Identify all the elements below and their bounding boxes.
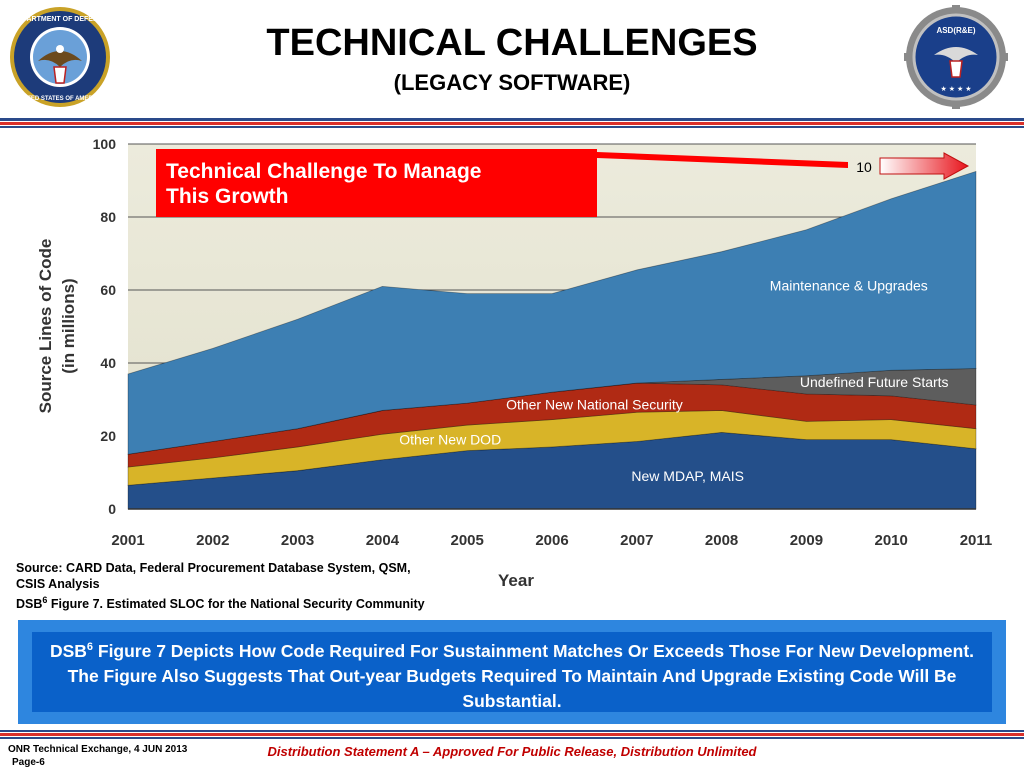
growth-arrow-label: 10	[856, 159, 872, 175]
asdirae-seal-icon: ASD(R&E) ★ ★ ★ ★	[904, 5, 1008, 109]
x-tick-label: 2001	[111, 532, 144, 549]
series-label: Other New National Security	[506, 397, 683, 413]
svg-text:UNITED STATES OF AMERICA: UNITED STATES OF AMERICA	[17, 96, 104, 102]
source-line-2: CSIS Analysis	[16, 577, 100, 591]
page-title: TECHNICAL CHALLENGES	[266, 22, 758, 64]
header-stripe-red	[0, 122, 1024, 125]
x-tick-label: 2007	[620, 532, 653, 549]
y-tick-label: 20	[100, 428, 116, 444]
y-tick-label: 60	[100, 282, 116, 298]
x-tick-label: 2011	[960, 532, 993, 549]
header-stripe-blue-top	[0, 118, 1024, 121]
y-axis-unit: (in millions)	[59, 278, 78, 373]
growth-arrow-shape	[879, 152, 970, 180]
source-line-3: DSB6 Figure 7. Estimated SLOC for the Na…	[16, 595, 425, 612]
footer-stripe-blue-2	[0, 737, 1024, 739]
svg-text:★ ★ ★ ★: ★ ★ ★ ★	[941, 85, 972, 93]
x-tick-label: 2005	[451, 532, 484, 549]
dod-seal-icon: DEPARTMENT OF DEFENSE UNITED STATES OF A…	[10, 7, 110, 107]
y-tick-label: 80	[100, 209, 116, 225]
summary-text: DSB6 Figure 7 Depicts How Code Required …	[32, 632, 992, 712]
x-tick-label: 2009	[790, 532, 823, 549]
callout-pointer-head	[597, 152, 848, 168]
y-tick-label: 40	[100, 355, 116, 371]
page-subtitle: (LEGACY SOFTWARE)	[393, 70, 631, 95]
series-label: New MDAP, MAIS	[631, 468, 744, 484]
callout-text: Technical Challenge To Manage This Growt…	[166, 160, 487, 208]
footer-stripe-blue	[0, 730, 1024, 732]
x-axis-title: Year	[498, 571, 534, 590]
footer-page-number: Page-6	[12, 757, 45, 768]
x-tick-label: 2006	[535, 532, 568, 549]
y-tick-label: 100	[93, 136, 117, 152]
source-line-1: Source: CARD Data, Federal Procurement D…	[16, 561, 411, 575]
source-note: Source: CARD Data, Federal Procurement D…	[16, 560, 425, 612]
header-stripe-blue-bottom	[0, 126, 1024, 128]
x-tick-label: 2008	[705, 532, 738, 549]
y-tick-label: 0	[108, 501, 116, 517]
x-tick-label: 2010	[875, 532, 908, 549]
callout-box	[156, 149, 597, 217]
svg-text:ASD(R&E): ASD(R&E)	[936, 26, 975, 35]
series-label: Maintenance & Upgrades	[770, 278, 928, 294]
footer-event: ONR Technical Exchange, 4 JUN 2013	[8, 744, 188, 755]
footer-stripe-red	[0, 733, 1024, 736]
growth-arrow: 10	[856, 152, 970, 180]
x-tick-label: 2003	[281, 532, 314, 549]
area-series-maintenance-upgrades	[127, 170, 977, 455]
summary-box: DSB6 Figure 7 Depicts How Code Required …	[18, 620, 1006, 724]
area-series-other-new-national-security	[127, 382, 977, 468]
x-tick-label: 2004	[366, 532, 400, 549]
y-axis-title: Source Lines of Code	[36, 239, 55, 414]
series-label: Undefined Future Starts	[800, 374, 949, 390]
callout: Technical Challenge To Manage This Growt…	[156, 149, 849, 217]
sloc-area-chart: 0 20 40 60 80 100 2001 2002 2003 2004 2005 2006 2007…	[36, 136, 993, 590]
footer-event-info: ONR Technical Exchange, 4 JUN 2013 Page-…	[8, 743, 187, 769]
distribution-statement: Distribution Statement A – Approved For …	[267, 744, 757, 759]
area-series-other-new-dod	[127, 410, 977, 486]
x-tick-label: 2002	[196, 532, 229, 549]
series-label: Other New DOD	[399, 432, 501, 448]
svg-text:DEPARTMENT OF DEFENSE: DEPARTMENT OF DEFENSE	[13, 16, 108, 23]
